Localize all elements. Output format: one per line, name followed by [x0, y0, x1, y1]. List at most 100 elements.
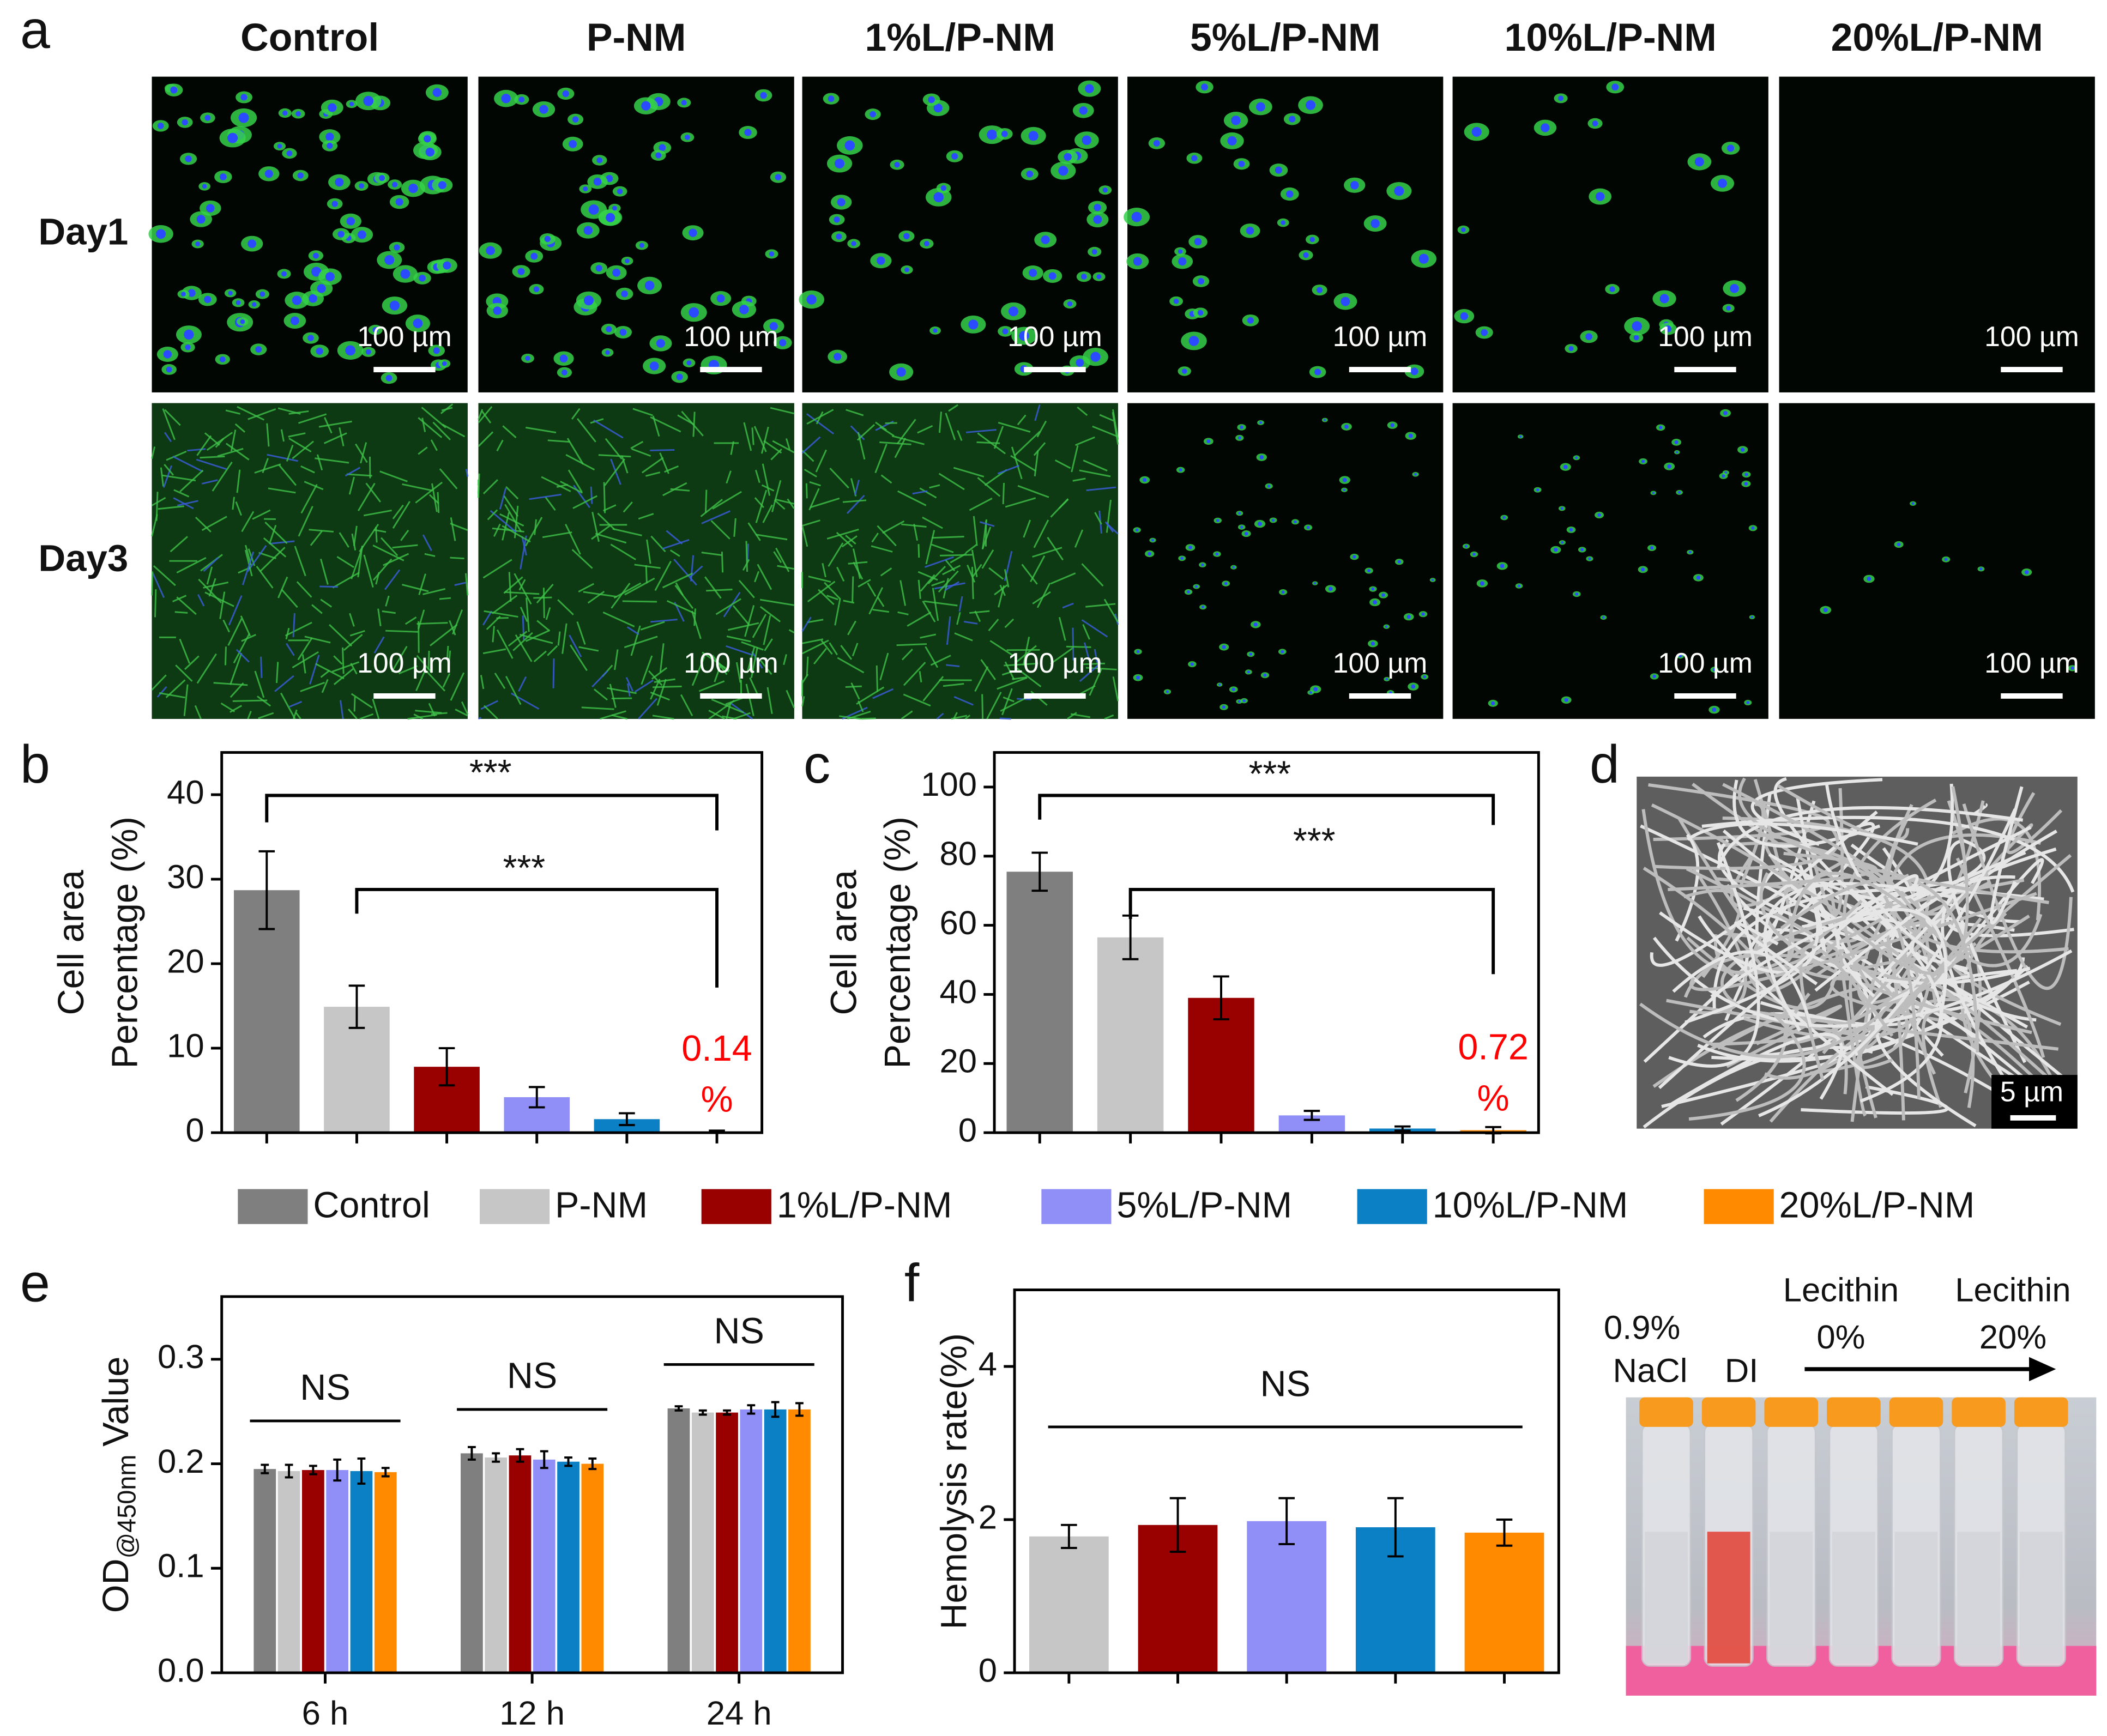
fiber [286, 445, 294, 462]
fiber [1050, 646, 1074, 665]
fiber [931, 543, 954, 553]
fiber [899, 580, 907, 606]
nucleus [1131, 211, 1142, 222]
nucleus [933, 192, 944, 203]
nucleus [442, 361, 447, 366]
fiber [391, 646, 408, 673]
fiber [379, 470, 408, 482]
fiber [266, 423, 270, 447]
fiber [917, 425, 933, 434]
fiber [377, 608, 382, 626]
nucleus [744, 129, 752, 136]
nucleus [1324, 419, 1326, 421]
fiber [441, 407, 453, 412]
nucleus [1564, 698, 1568, 702]
fiber [339, 427, 345, 446]
fiber [152, 572, 165, 598]
error-bar [723, 1409, 731, 1416]
fiber [693, 608, 696, 626]
nucleus [1740, 447, 1745, 452]
fiber [728, 622, 759, 631]
fiber [1081, 662, 1105, 666]
fiber [762, 463, 771, 496]
nucleus [1148, 552, 1152, 556]
fiber [913, 524, 919, 541]
fiber [981, 694, 984, 719]
fiber [267, 453, 298, 462]
fiber [179, 638, 190, 664]
fiber [1030, 555, 1046, 583]
y-tick-label: 60 [939, 904, 977, 942]
fiber [650, 679, 661, 700]
nucleus [593, 178, 602, 186]
fiber [292, 440, 315, 459]
nucleus [1187, 590, 1190, 594]
bar [667, 1408, 690, 1673]
photo-label: DI [1725, 1352, 1759, 1390]
panel-label: c [804, 734, 830, 794]
fiber [924, 556, 954, 568]
fiber [502, 425, 517, 438]
fiber [1639, 1001, 1894, 1058]
fiber [196, 653, 217, 684]
fiber [156, 686, 167, 698]
tube-liquid [1707, 1532, 1750, 1664]
bar [764, 1409, 787, 1673]
nucleus [259, 291, 265, 297]
nucleus [392, 182, 398, 187]
fiber [1062, 602, 1074, 609]
fiber [1083, 642, 1091, 663]
fiber [496, 439, 504, 452]
nucleus [1421, 612, 1425, 616]
fiber [289, 700, 303, 708]
nucleus [1381, 593, 1385, 597]
nucleus [157, 123, 164, 129]
fiber [359, 713, 374, 720]
nucleus [1342, 477, 1347, 482]
fiber [320, 669, 330, 678]
nucleus [1064, 153, 1072, 161]
nucleus [951, 153, 958, 160]
fiber [1066, 645, 1091, 648]
nucleus [384, 255, 395, 265]
y-axis-label: Cell area [824, 869, 864, 1015]
nucleus [1314, 582, 1317, 585]
fiber [166, 450, 187, 461]
fiber [999, 717, 1011, 720]
panel-label: e [20, 1253, 50, 1313]
fiber [652, 715, 674, 720]
fiber [237, 406, 265, 421]
nucleus [1231, 116, 1241, 125]
fiber [758, 658, 772, 675]
fiber [874, 444, 888, 474]
fiber [315, 457, 349, 464]
y-axis-label: Hemolysis rate(%) [934, 1333, 975, 1630]
nucleus [486, 246, 495, 255]
fiber [841, 535, 858, 548]
fiber [858, 700, 864, 712]
fiber [593, 419, 624, 439]
nucleus [1371, 587, 1375, 591]
nucleus [1240, 425, 1243, 430]
fiber [478, 406, 493, 424]
fiber [206, 566, 213, 585]
fiber [837, 657, 865, 674]
nucleus [1179, 468, 1182, 472]
fiber [783, 654, 787, 666]
fiber [400, 529, 409, 541]
fiber [988, 619, 999, 632]
fiber [295, 712, 301, 719]
fiber [450, 517, 456, 541]
fiber [645, 471, 661, 477]
fiber [950, 553, 967, 564]
scale-bar-label: 100 µm [1333, 320, 1428, 352]
bar [1097, 937, 1164, 1133]
nucleus [1667, 464, 1672, 469]
fiber [415, 670, 426, 691]
fiber [809, 481, 821, 487]
nucleus [328, 103, 337, 112]
fiber [674, 585, 694, 609]
fiber [896, 419, 916, 445]
fiber [1000, 696, 1028, 712]
fiber [954, 632, 973, 642]
